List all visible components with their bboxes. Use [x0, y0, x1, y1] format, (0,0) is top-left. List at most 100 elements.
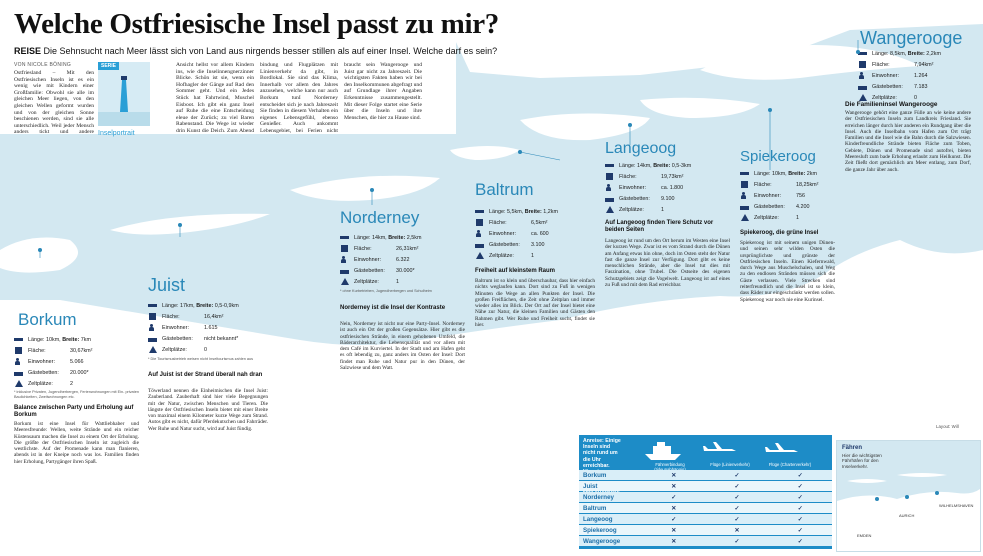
fact-row: Fläche: 26,31km²: [340, 243, 421, 254]
intro-column-3: bindung und Flugplätzen mit Linienverkeh…: [260, 62, 338, 134]
ferry-icon: [645, 442, 681, 460]
length-icon: [740, 170, 750, 178]
fact-row: Zeltplätze: 2: [14, 378, 92, 389]
kicker: REISE: [14, 46, 42, 56]
spiekeroog-body: Spiekeroog ist mit seinem unigen Dünen- …: [740, 240, 835, 303]
island-name-spiekeroog: Spiekeroog: [740, 148, 816, 165]
layout-credit: Layout: Will: [936, 424, 959, 429]
area-icon: [148, 312, 158, 321]
map-marker-baltrum: [518, 150, 522, 154]
minimap-label: WILHELMSHAVEN: [939, 503, 974, 508]
arrival-table: Borkum ✕ ✓ ✓ Juist ✕ ✓ ✓ Norderney ✓ ✓ ✓ Baltrum ✕…: [579, 470, 832, 547]
lighthouse-illustration: [98, 62, 150, 126]
fact-row: Fläche: 18,25km²: [740, 179, 818, 190]
borkum-section-head: Balance zwischen Party und Erholung auf …: [14, 405, 134, 418]
fact-row: Gästebetten: 3.100: [475, 239, 558, 250]
island-borkum-shape: [0, 237, 78, 273]
fact-row: Zeltplätze: 1: [740, 212, 818, 223]
island-juist-shape: [110, 213, 270, 235]
island-name-juist: Juist: [148, 275, 186, 295]
facts-wangerooge: Länge: 8,5km, Breite: 2,2km Fläche: 7,94k…: [858, 48, 941, 103]
facts-baltrum: Länge: 5,5km, Breite: 1,2km Fläche: 6,5km…: [475, 206, 558, 261]
island-spiekeroog-shape: [640, 97, 760, 118]
fact-row: Zeltplätze: 1: [605, 204, 691, 215]
tent-icon: [14, 379, 24, 388]
population-icon: [740, 191, 750, 200]
length-icon: [858, 50, 868, 58]
table-row: Langeoog ✓ ✓ ✓: [579, 513, 832, 525]
fact-row: Länge: 10km, Breite: 7km: [14, 334, 92, 345]
tent-icon: [858, 93, 868, 102]
page-subline: REISE Die Sehnsucht nach Meer lässt sich…: [14, 46, 497, 56]
langeoog-section-head: Auf Langeoog finden Tiere Schutz vor bei…: [605, 220, 714, 233]
bed-icon: [605, 195, 615, 203]
population-icon: [605, 183, 615, 192]
fact-row: Einwohner: 6.322: [340, 254, 421, 265]
intro-column-4: braucht sein Wangerooge und Juist gar ni…: [344, 62, 422, 121]
facts-langeoog: Länge: 14km, Breite: 0,5-3km Fläche: 19,7…: [605, 160, 691, 215]
serie-tag: SERIE: [98, 62, 120, 70]
population-icon: [475, 229, 485, 238]
fact-row: Länge: 14km, Breite: 2,5km: [340, 232, 421, 243]
fact-row: Gästebetten: 9.100: [605, 193, 691, 204]
fact-row: Einwohner: 1.615: [148, 322, 239, 333]
wangerooge-body: Wangerooge gehört eine ganze Fülle an wi…: [845, 110, 971, 173]
map-marker-langeoog: [628, 123, 632, 127]
table-row: Wangerooge ✕ ✓ ✓: [579, 535, 832, 547]
byline: VON NICOLE BÖNING: [14, 62, 72, 68]
juist-note: * Die Tourismusbetrieb weisen nicht Inse…: [148, 357, 254, 361]
island-name-wangerooge: Wangerooge: [860, 28, 963, 48]
subline-text: Die Sehnsucht nach Meer lässt sich von L…: [43, 46, 498, 56]
bed-icon: [740, 203, 750, 211]
island-name-langeoog: Langeoog: [605, 140, 677, 157]
borkum-body: Borkum ist eine Insel für Wattliebhaber …: [14, 421, 139, 465]
fact-row: Einwohner: ca. 1.800: [605, 182, 691, 193]
fact-row: Gästebetten: 30.000*: [340, 265, 421, 276]
baltrum-body: Baltrum ist so klein und überschaubar, d…: [475, 278, 595, 329]
length-icon: [475, 208, 485, 216]
norderney-note: * ohne Kurbetrieben, Jugendherbergen und…: [340, 289, 432, 293]
fact-row: Fläche: 6,5km²: [475, 217, 558, 228]
fact-row: Fläche: 30,67km²: [14, 345, 92, 356]
baltrum-section-head: Freiheit auf kleinstem Raum: [475, 268, 556, 274]
map-marker-spiekeroog: [768, 108, 772, 112]
area-icon: [475, 218, 485, 227]
charter-plane-icon: [765, 443, 798, 452]
spiekeroog-section-head: Spiekeroog, die grüne Insel: [740, 230, 819, 236]
minimap-subtitle: Hier die wichtigsten Fährhäfen für den I…: [842, 453, 882, 469]
map-marker-borkum: [38, 248, 42, 252]
facts-borkum: Länge: 10km, Breite: 7km Fläche: 30,67km²…: [14, 334, 92, 389]
bed-icon: [475, 241, 485, 249]
tent-icon: [475, 251, 485, 260]
page-headline: Welche Ostfriesische Insel passt zu mir?: [14, 8, 499, 40]
length-icon: [148, 302, 158, 310]
map-marker-wangerooge: [856, 50, 860, 54]
area-icon: [605, 172, 615, 181]
island-norderney-shape: [290, 175, 440, 201]
population-icon: [858, 71, 868, 80]
serie-label: Inselportrait: [98, 130, 135, 137]
fact-row: Gästebetten: 4.200: [740, 201, 818, 212]
population-icon: [148, 323, 158, 332]
fact-row: Fläche: 7,94km²: [858, 59, 941, 70]
area-icon: [14, 346, 24, 355]
bed-icon: [340, 267, 350, 275]
bed-icon: [14, 369, 24, 377]
fact-row: Länge: 17km, Breite: 0,5-0,9km: [148, 300, 239, 311]
minimap-title: Fähren: [842, 445, 863, 451]
area-icon: [740, 180, 750, 189]
juist-body: Töwerland nennen die Einheimischen die I…: [148, 388, 268, 432]
area-icon: [340, 244, 350, 253]
fact-row: Einwohner: 5.066: [14, 356, 92, 367]
bed-icon: [858, 83, 868, 91]
length-icon: [340, 234, 350, 242]
island-name-baltrum: Baltrum: [475, 180, 534, 199]
fact-row: Zeltplätze: 1: [340, 276, 421, 287]
juist-section-head: Auf Juist ist der Strand überall nah dra…: [148, 372, 263, 378]
area-icon: [858, 60, 868, 69]
ferry-minimap: Fähren Hier die wichtigsten Fährhäfen fü…: [836, 440, 981, 552]
airplane-icon: [703, 442, 736, 451]
fact-row: Fläche: 19,73km²: [605, 171, 691, 182]
table-row: Spiekeroog ✕ ✕ ✓: [579, 524, 832, 536]
column-ferry: Fährverbindung (tideunabhängig): [654, 462, 685, 472]
